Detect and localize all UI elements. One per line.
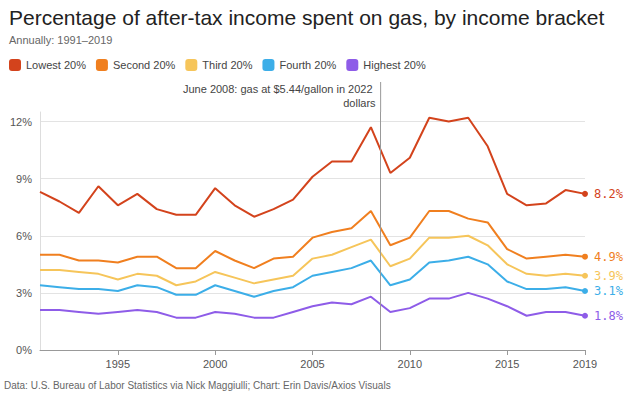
svg-text:Percentage of after-tax income: Percentage of after-tax income spent on … — [9, 6, 604, 29]
svg-text:2000: 2000 — [203, 358, 227, 370]
svg-text:2005: 2005 — [300, 358, 324, 370]
svg-text:1995: 1995 — [106, 358, 130, 370]
svg-text:3.1%: 3.1% — [594, 284, 624, 298]
svg-text:4.9%: 4.9% — [594, 250, 624, 264]
svg-text:dollars: dollars — [343, 97, 376, 109]
svg-text:Data: U.S. Bureau of Labor Sta: Data: U.S. Bureau of Labor Statistics vi… — [4, 380, 391, 391]
svg-text:Highest 20%: Highest 20% — [363, 59, 426, 71]
svg-text:Lowest 20%: Lowest 20% — [26, 59, 86, 71]
svg-text:2019: 2019 — [573, 358, 597, 370]
svg-text:6%: 6% — [16, 230, 32, 242]
svg-text:8.2%: 8.2% — [594, 187, 624, 201]
svg-text:Annually: 1991–2019: Annually: 1991–2019 — [9, 34, 112, 46]
svg-text:2015: 2015 — [495, 358, 519, 370]
svg-text:3.9%: 3.9% — [594, 269, 624, 283]
svg-text:June 2008: gas at $5.44/gallon: June 2008: gas at $5.44/gallon in 2022 — [183, 83, 376, 95]
svg-text:2010: 2010 — [398, 358, 422, 370]
svg-text:3%: 3% — [16, 287, 32, 299]
svg-text:1.8%: 1.8% — [594, 309, 624, 323]
svg-text:0%: 0% — [16, 344, 32, 356]
svg-text:Fourth 20%: Fourth 20% — [279, 59, 336, 71]
svg-text:9%: 9% — [16, 173, 32, 185]
svg-text:Third 20%: Third 20% — [202, 59, 252, 71]
svg-text:Second 20%: Second 20% — [113, 59, 176, 71]
svg-text:12%: 12% — [10, 116, 32, 128]
